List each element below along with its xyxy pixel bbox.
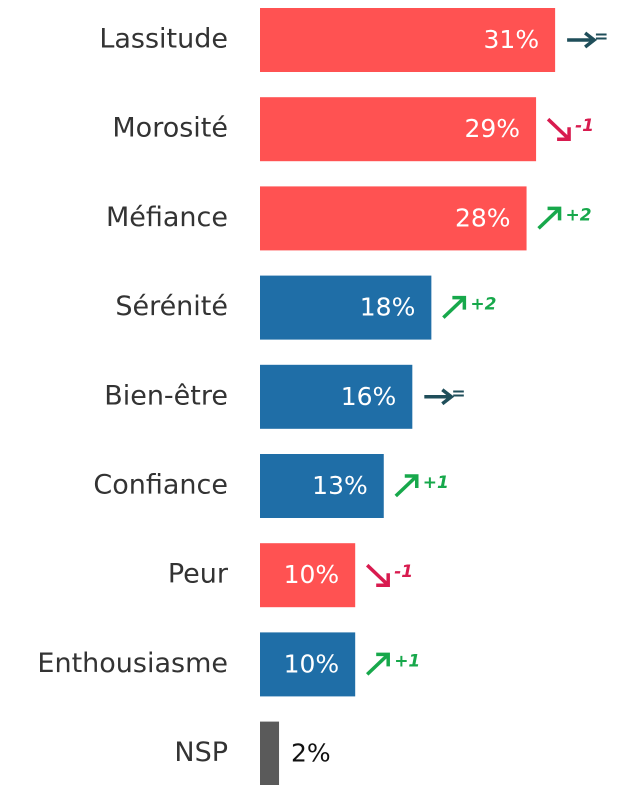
category-label: Peur bbox=[168, 559, 229, 590]
category-label: Enthousiasme bbox=[37, 648, 228, 679]
value-label: 16% bbox=[341, 382, 397, 411]
value-label: 10% bbox=[284, 649, 340, 678]
trend-arrow bbox=[365, 652, 390, 676]
trend-arrow bbox=[546, 117, 571, 141]
value-label: 31% bbox=[484, 25, 540, 54]
arrow-shaft bbox=[537, 208, 560, 230]
category-label: Méfiance bbox=[106, 202, 228, 233]
bar bbox=[260, 364, 413, 429]
bar bbox=[260, 275, 432, 340]
arrow-head bbox=[557, 127, 571, 141]
trend-arrow bbox=[365, 563, 390, 587]
category-label: Lassitude bbox=[99, 24, 228, 55]
change-label: +1 bbox=[423, 473, 449, 493]
value-label: 10% bbox=[284, 560, 340, 589]
change-label: -1 bbox=[575, 116, 594, 136]
arrow-head bbox=[404, 474, 419, 488]
category-label: Sérénité bbox=[115, 291, 228, 322]
arrow-head bbox=[452, 295, 467, 310]
value-label: 29% bbox=[465, 114, 521, 143]
bar bbox=[260, 543, 356, 608]
value-label: 28% bbox=[455, 203, 511, 232]
bar bbox=[260, 8, 556, 72]
arrow-head bbox=[376, 652, 390, 667]
change-label: = bbox=[594, 27, 608, 47]
trend-arrow bbox=[424, 388, 455, 406]
category-label: Morosité bbox=[112, 113, 228, 144]
arrow-head bbox=[441, 388, 455, 406]
bar bbox=[260, 632, 356, 697]
category-label: Confiance bbox=[93, 470, 228, 501]
category-label: NSP bbox=[174, 737, 228, 768]
change-label: = bbox=[451, 384, 465, 404]
arrow-shaft bbox=[365, 654, 389, 676]
arrow-head bbox=[547, 206, 562, 221]
arrow-head bbox=[376, 573, 390, 587]
bar bbox=[260, 97, 537, 162]
arrow-shaft bbox=[365, 563, 389, 586]
trend-arrow bbox=[537, 206, 562, 230]
value-label: 13% bbox=[312, 471, 368, 500]
trend-arrow bbox=[442, 295, 467, 319]
change-label: +2 bbox=[566, 205, 592, 225]
change-label: -1 bbox=[394, 562, 413, 582]
value-label: 18% bbox=[360, 293, 416, 322]
trend-arrow bbox=[394, 474, 419, 498]
arrow-shaft bbox=[546, 117, 570, 140]
trend-arrow bbox=[567, 31, 597, 49]
bar bbox=[260, 721, 280, 785]
change-label: +1 bbox=[394, 651, 420, 671]
value-label: 2% bbox=[291, 739, 331, 768]
bar bbox=[260, 454, 384, 518]
arrow-shaft bbox=[442, 297, 465, 319]
change-label: +2 bbox=[470, 295, 496, 315]
bar bbox=[260, 186, 527, 251]
arrow-shaft bbox=[394, 475, 417, 498]
category-label: Bien-être bbox=[104, 380, 228, 411]
arrow-head bbox=[584, 31, 597, 49]
